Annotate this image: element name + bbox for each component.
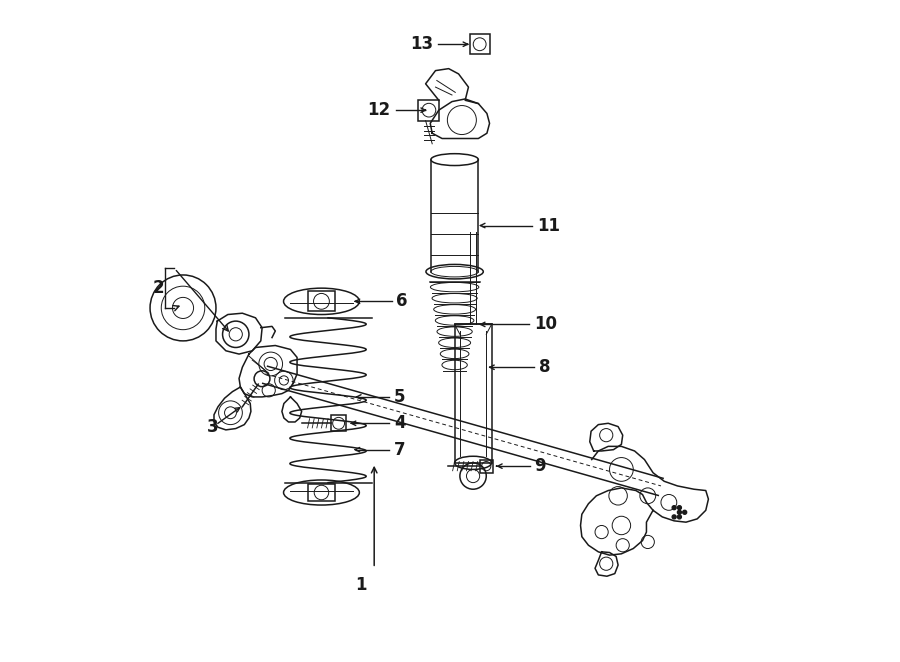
Text: 3: 3 xyxy=(207,418,219,436)
Circle shape xyxy=(678,510,681,514)
Text: 6: 6 xyxy=(396,293,408,310)
Text: 5: 5 xyxy=(394,388,406,406)
Text: 11: 11 xyxy=(537,216,560,234)
Circle shape xyxy=(678,515,681,519)
Text: 12: 12 xyxy=(367,101,391,119)
Circle shape xyxy=(672,506,676,510)
Text: 2: 2 xyxy=(153,279,165,297)
Bar xyxy=(454,324,491,463)
Text: 13: 13 xyxy=(410,35,433,53)
Circle shape xyxy=(683,510,687,514)
Text: 4: 4 xyxy=(394,414,406,432)
Circle shape xyxy=(678,506,681,510)
Text: 1: 1 xyxy=(356,576,367,594)
Text: 7: 7 xyxy=(394,441,406,459)
Text: 10: 10 xyxy=(535,315,557,334)
Circle shape xyxy=(672,515,676,519)
Text: 9: 9 xyxy=(535,457,546,475)
Text: 8: 8 xyxy=(539,358,551,376)
